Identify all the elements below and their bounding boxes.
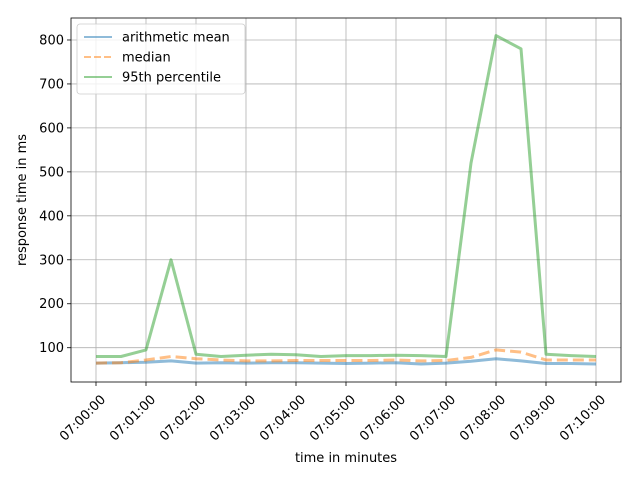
y-tick-label: 300 bbox=[39, 253, 64, 268]
x-tick-label: 07:08:00 bbox=[457, 392, 509, 444]
legend-label: median bbox=[122, 51, 171, 66]
series-line-2 bbox=[96, 34, 597, 358]
x-tick-label: 07:10:00 bbox=[557, 392, 609, 444]
series-line-0 bbox=[95, 357, 597, 366]
x-tick-label: 07:09:00 bbox=[507, 392, 559, 444]
series-line-1 bbox=[95, 348, 596, 365]
x-tick-label: 07:06:00 bbox=[357, 392, 409, 444]
y-tick-label: 200 bbox=[39, 297, 64, 312]
x-tick-label: 07:01:00 bbox=[107, 392, 159, 444]
x-axis-ticks: 07:00:0007:01:0007:02:0007:03:0007:04:00… bbox=[57, 382, 609, 444]
x-tick-label: 07:07:00 bbox=[407, 392, 459, 444]
legend-label: 95th percentile bbox=[122, 71, 221, 86]
legend-label: arithmetic mean bbox=[122, 31, 230, 46]
legend: arithmetic mean median 95th percentile bbox=[76, 23, 246, 95]
series-lines bbox=[95, 34, 597, 366]
y-tick-label: 100 bbox=[39, 341, 64, 356]
y-tick-label: 600 bbox=[39, 121, 64, 136]
y-axis-ticks: 100 200 300 400 500 600 700 800 bbox=[39, 33, 71, 356]
x-tick-label: 07:02:00 bbox=[157, 392, 209, 444]
y-tick-label: 400 bbox=[39, 209, 64, 224]
x-tick-label: 07:05:00 bbox=[307, 392, 359, 444]
x-tick-label: 07:00:00 bbox=[57, 392, 109, 444]
y-tick-label: 500 bbox=[39, 165, 64, 180]
x-tick-label: 07:04:00 bbox=[257, 392, 309, 444]
x-axis-label: time in minutes bbox=[295, 451, 397, 466]
y-tick-label: 800 bbox=[39, 33, 64, 48]
x-tick-label: 07:03:00 bbox=[207, 392, 259, 444]
y-axis-label: response time in ms bbox=[15, 134, 30, 266]
y-tick-label: 700 bbox=[39, 77, 64, 92]
legend-box bbox=[76, 23, 246, 95]
